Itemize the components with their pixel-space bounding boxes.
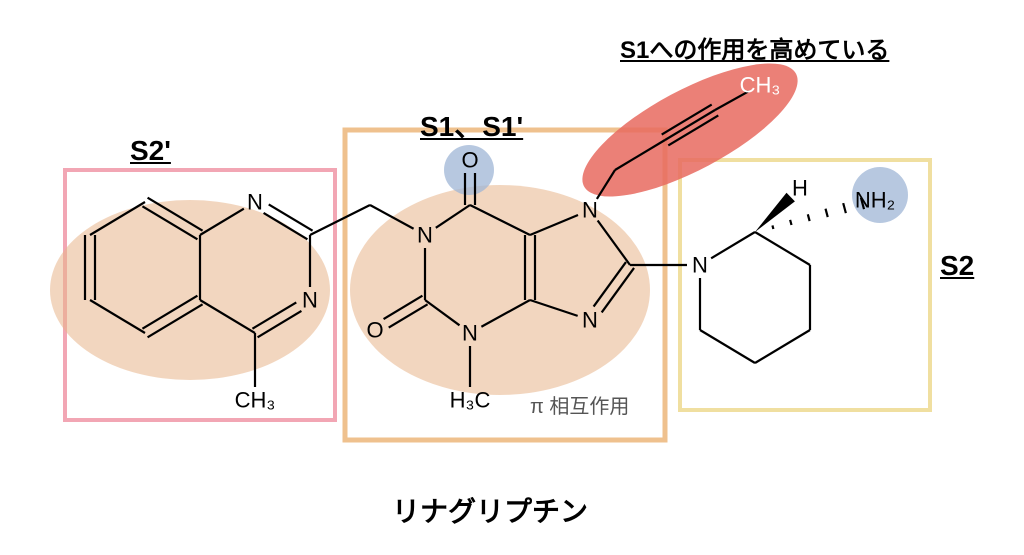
svg-text:N: N bbox=[692, 253, 708, 278]
svg-text:N: N bbox=[462, 321, 478, 346]
svg-text:N: N bbox=[417, 223, 433, 248]
svg-text:N: N bbox=[302, 288, 318, 313]
svg-text:NH₂: NH₂ bbox=[855, 188, 895, 213]
diagram-stage: N N CH₃ N O N N N H₃C O CH₃ N H NH₂ S2' S1、S1' S2 S1へ… bbox=[0, 0, 1024, 555]
svg-text:O: O bbox=[366, 318, 383, 343]
svg-text:H₃C: H₃C bbox=[450, 388, 491, 413]
svg-text:N: N bbox=[247, 190, 263, 215]
svg-text:CH₃: CH₃ bbox=[235, 388, 276, 413]
label-top-annotation: S1への作用を高めている bbox=[620, 30, 889, 65]
chem-svg: N N CH₃ N O N N N H₃C O CH₃ N H NH₂ bbox=[0, 0, 1024, 555]
label-s2: S2 bbox=[940, 250, 974, 282]
svg-text:CH₃: CH₃ bbox=[740, 73, 781, 98]
svg-text:N: N bbox=[582, 198, 598, 223]
svg-text:O: O bbox=[461, 148, 478, 173]
svg-text:N: N bbox=[582, 308, 598, 333]
label-pi-interaction: π 相互作用 bbox=[530, 390, 629, 419]
compound-title: リナグリプチン bbox=[392, 490, 588, 530]
label-s1: S1、S1' bbox=[420, 105, 523, 145]
svg-text:H: H bbox=[792, 176, 808, 201]
label-s2prime: S2' bbox=[130, 135, 171, 167]
